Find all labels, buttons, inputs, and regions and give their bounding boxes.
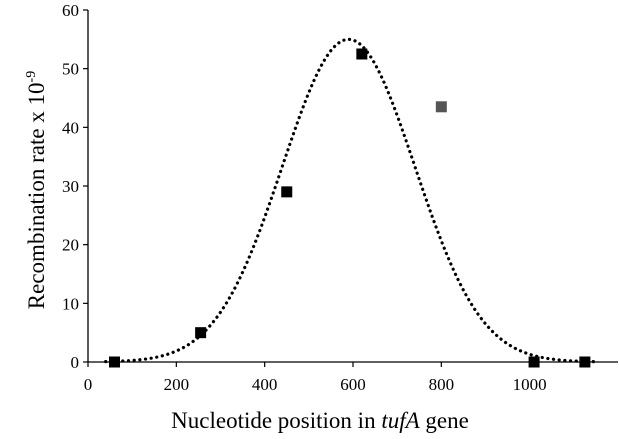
x-tick-label-1000: 1000	[513, 375, 547, 394]
y-axis-title: Recombination rate x 10-9	[24, 71, 49, 309]
y-tick-label-30: 30	[62, 177, 79, 196]
x-tick-label-800: 800	[429, 375, 455, 394]
y-tick-label-60: 60	[62, 1, 79, 20]
axes	[83, 9, 618, 367]
x-tick-label-600: 600	[340, 375, 366, 394]
data-point-s0-3	[356, 48, 368, 60]
data-point-s0-5	[579, 356, 591, 368]
y-tick-label-40: 40	[62, 118, 79, 137]
data-points	[109, 48, 591, 368]
fit-curve-group	[104, 37, 598, 364]
y-tick-label-20: 20	[62, 236, 79, 255]
y-tick-label-10: 10	[62, 294, 79, 313]
x-tick-label-200: 200	[164, 375, 190, 394]
x-tick-label-400: 400	[252, 375, 278, 394]
fit-curve	[104, 37, 598, 364]
y-tick-label-0: 0	[71, 353, 80, 372]
data-point-s0-4	[528, 356, 540, 368]
data-point-s1-0	[435, 101, 447, 113]
x-tick-label-0: 0	[84, 375, 93, 394]
x-axis-title: Nucleotide position in tufA gene	[171, 408, 469, 433]
y-tick-label-50: 50	[62, 60, 79, 79]
data-point-s0-2	[281, 186, 293, 198]
data-point-s0-1	[195, 327, 207, 339]
data-point-s0-0	[109, 356, 120, 368]
